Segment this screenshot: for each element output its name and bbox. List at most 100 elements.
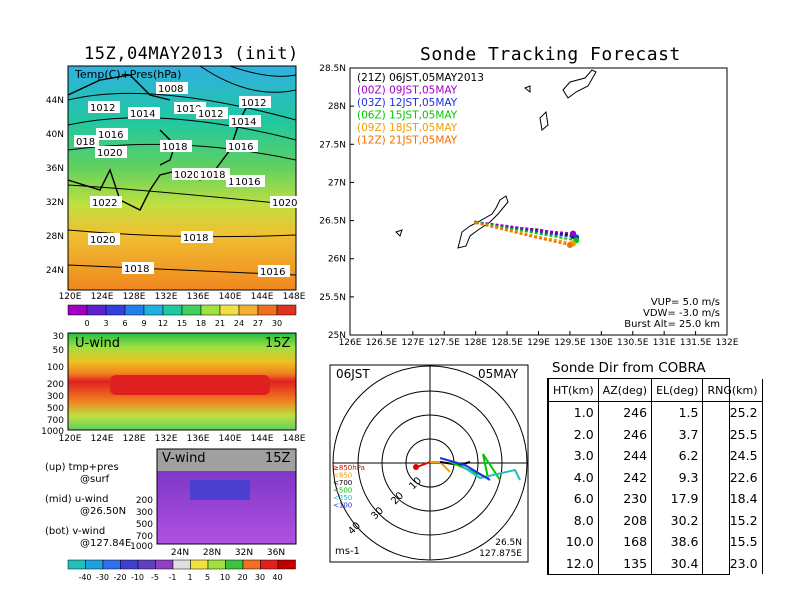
colorbar-label: 30 xyxy=(272,319,282,328)
colorbar-swatch xyxy=(181,304,202,316)
vwind-label: V-wind xyxy=(162,451,206,466)
track-lon-label: 126.5E xyxy=(366,338,398,348)
note-up: (up) tmp+pres xyxy=(45,462,119,473)
table-cell: 242 xyxy=(597,466,653,488)
colorbar2-swatch xyxy=(120,559,139,570)
hodo-date: 05MAY xyxy=(478,367,519,381)
table-cell: 18.4 xyxy=(702,488,763,510)
vwind-time: 15Z xyxy=(265,451,291,466)
cobra-header-cell: AZ(deg) xyxy=(597,379,653,402)
isobar-label-bg xyxy=(233,175,265,187)
vwind-colorbar: -40 -30 -20 -10 -5 -1 1 5 10 20 30 40 xyxy=(67,559,296,582)
hodo-lat: 26.5N xyxy=(495,538,522,548)
table-cell: 244 xyxy=(597,445,653,467)
colorbar2-swatch xyxy=(190,559,209,570)
track-lat-label: 25.5N xyxy=(319,293,346,303)
table-row: 6.0 230 17.9 18.4 xyxy=(548,488,763,510)
colorbar-swatch xyxy=(124,304,145,316)
isobar-label: 1020 xyxy=(97,148,122,159)
track-lon-label: 129.5E xyxy=(554,338,586,348)
colorbar2-swatch xyxy=(207,559,226,570)
uwind-y-label: 200 xyxy=(47,380,64,390)
map-lon-label: 148E xyxy=(283,292,306,302)
colorbar-label: 12 xyxy=(158,319,168,328)
uwind-y-label: 100 xyxy=(47,363,64,373)
table-cell: 38.6 xyxy=(651,531,704,553)
map-lon-label: 144E xyxy=(251,292,274,302)
table-cell: 1.0 xyxy=(548,401,599,424)
colorbar2-label: 40 xyxy=(272,573,282,582)
vwind-y-label: 200 xyxy=(136,496,153,506)
uwind-x-label: 144E xyxy=(251,434,274,444)
burst-text: Burst Alt= 25.0 km xyxy=(624,319,720,330)
track-lon-label: 127E xyxy=(401,338,424,348)
track-legend: (21Z) 06JST,05MAY2013(00Z) 09JST,05MAY(0… xyxy=(357,72,484,147)
colorbar-swatch xyxy=(162,304,183,316)
track-lines xyxy=(474,220,580,248)
left-title: 15Z,04MAY2013 (init) xyxy=(84,44,299,64)
colorbar2-label: 10 xyxy=(220,573,230,582)
right-title: Sonde Tracking Forecast xyxy=(420,44,681,65)
vwind-x-labels: 24N 28N 32N 36N xyxy=(171,548,285,558)
table-row: 4.0 242 9.3 22.6 xyxy=(548,466,763,488)
track-legend-entry: (00Z) 09JST,05MAY xyxy=(357,85,458,97)
isobar-label-bg xyxy=(172,168,204,180)
cobra-title: Sonde Dir from COBRA xyxy=(552,360,706,376)
table-cell: 25.5 xyxy=(702,423,763,445)
map-lon-label: 132E xyxy=(155,292,178,302)
track-lat-label: 27N xyxy=(328,178,346,188)
hodograph-trace xyxy=(416,453,521,481)
colorbar-swatch xyxy=(257,304,278,316)
uwind-x-label: 132E xyxy=(155,434,178,444)
map-lat-label: 40N xyxy=(46,130,64,140)
vwind-x-label: 36N xyxy=(267,548,285,558)
track-lat-label: 28N xyxy=(328,102,346,112)
colorbar-label: 15 xyxy=(177,319,187,328)
map-lon-labels: 120E 124E 128E 132E 136E 140E 144E 148E xyxy=(59,292,306,302)
isobar-label: 1016 xyxy=(98,130,123,141)
track-lon-label: 131.5E xyxy=(680,338,712,348)
table-row: 3.0 244 6.2 24.5 xyxy=(548,445,763,467)
isobar-label-bg xyxy=(88,233,120,245)
colorbar2-swatch xyxy=(155,559,174,570)
track-lon-label: 131E xyxy=(653,338,676,348)
colorbar-label: 3 xyxy=(103,319,108,328)
colorbar-label: 18 xyxy=(196,319,206,328)
track-params: VUP= 5.0 m/s VDW= -3.0 m/s Burst Alt= 25… xyxy=(624,297,720,330)
note-bot2: @127.84E xyxy=(80,538,131,549)
uwind-x-label: 140E xyxy=(219,434,242,444)
isobar-label: 1016 xyxy=(260,267,285,278)
table-cell: 8.0 xyxy=(548,509,599,531)
colorbar2-label: -20 xyxy=(113,573,126,582)
isobar-label-bg xyxy=(226,140,258,152)
colorbar-swatch xyxy=(67,304,88,316)
vdw-text: VDW= -3.0 m/s xyxy=(643,308,720,319)
isobar-label: 1018 xyxy=(200,170,225,181)
map-label: Temp(C)+Pres(hPa) xyxy=(74,68,181,81)
isobar-label: 1014 xyxy=(130,109,155,120)
track-legend-entry: (12Z) 21JST,05MAY xyxy=(357,135,458,147)
hodo-unit: ms-1 xyxy=(335,546,360,557)
colorbar2-label: -30 xyxy=(96,573,109,582)
uwind-time: 15Z xyxy=(265,336,291,351)
table-cell: 2.0 xyxy=(548,423,599,445)
track-lon-label: 129E xyxy=(527,338,550,348)
hodograph-level-legend: ≥850hPa<850<700<500<250<100 xyxy=(333,464,365,510)
hodo-level-label: <850 xyxy=(333,472,352,480)
cobra-header-cell: HT(km) xyxy=(548,379,599,402)
isobar-label: 1010 xyxy=(176,104,201,115)
table-row: 10.0 168 38.6 15.5 xyxy=(548,531,763,553)
isobar-label: 1016 xyxy=(228,142,253,153)
uwind-panel: U-wind 15Z xyxy=(67,332,297,431)
hodo-level-label: ≥850hPa xyxy=(333,464,365,472)
colorbar2-label: 30 xyxy=(255,573,265,582)
table-cell: 135 xyxy=(597,552,653,574)
isobar-label: 1020 xyxy=(272,198,297,209)
colorbar2-swatch xyxy=(242,559,261,570)
isobar-label-bg xyxy=(196,107,228,119)
map-lon-label: 124E xyxy=(91,292,114,302)
